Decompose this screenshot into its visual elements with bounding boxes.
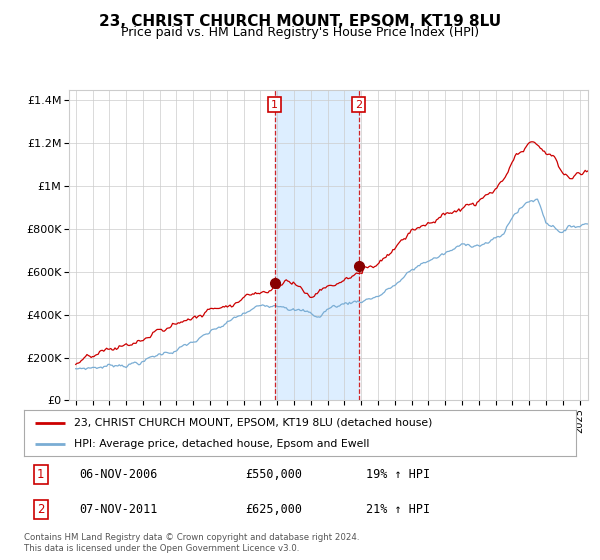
Text: £550,000: £550,000 [245, 468, 302, 481]
Text: 21% ↑ HPI: 21% ↑ HPI [366, 503, 430, 516]
Text: 2: 2 [355, 100, 362, 110]
Text: 06-NOV-2006: 06-NOV-2006 [79, 468, 158, 481]
Bar [275, 90, 359, 400]
Text: Price paid vs. HM Land Registry's House Price Index (HPI): Price paid vs. HM Land Registry's House … [121, 26, 479, 39]
Text: 1: 1 [37, 468, 44, 481]
Text: 07-NOV-2011: 07-NOV-2011 [79, 503, 158, 516]
Text: 2: 2 [37, 503, 44, 516]
Text: 23, CHRIST CHURCH MOUNT, EPSOM, KT19 8LU: 23, CHRIST CHURCH MOUNT, EPSOM, KT19 8LU [99, 14, 501, 29]
Text: HPI: Average price, detached house, Epsom and Ewell: HPI: Average price, detached house, Epso… [74, 439, 369, 449]
Text: 19% ↑ HPI: 19% ↑ HPI [366, 468, 430, 481]
Text: £625,000: £625,000 [245, 503, 302, 516]
Text: 1: 1 [271, 100, 278, 110]
Text: 23, CHRIST CHURCH MOUNT, EPSOM, KT19 8LU (detached house): 23, CHRIST CHURCH MOUNT, EPSOM, KT19 8LU… [74, 418, 432, 428]
Text: Contains HM Land Registry data © Crown copyright and database right 2024.
This d: Contains HM Land Registry data © Crown c… [24, 533, 359, 553]
